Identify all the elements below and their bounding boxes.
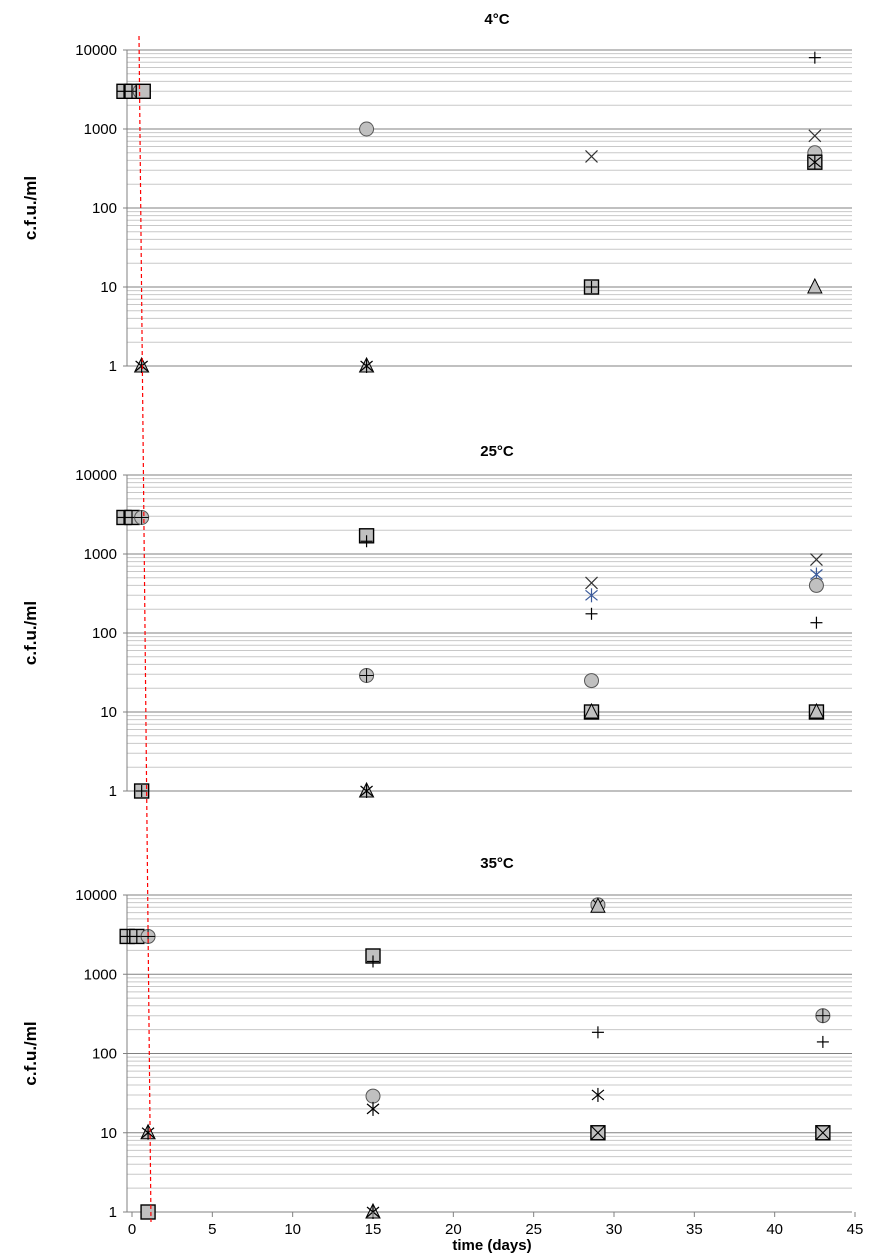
x-axis: 0 5 10 15 20 25 30 35 40 45 xyxy=(128,1212,864,1238)
marker-circle xyxy=(584,673,600,689)
y-tick-label: 1000 xyxy=(84,966,117,983)
panel-title: 4°C xyxy=(484,11,509,28)
marker-triangle xyxy=(808,702,825,719)
marker-plus xyxy=(816,1035,829,1048)
panel-title: 35°C xyxy=(480,855,514,872)
marker-square xyxy=(135,83,151,100)
x-tick-label: 10 xyxy=(284,1221,301,1238)
x-b xyxy=(808,129,822,143)
panel-title: 25°C xyxy=(480,443,514,460)
x-tick-label: 40 xyxy=(766,1221,783,1238)
marker-star xyxy=(360,784,373,798)
x-tick-label: 0 xyxy=(128,1221,136,1238)
marker-plus xyxy=(367,955,379,968)
panel-2: 1 10 100 1000 10000 25°C c.f.u./ml xyxy=(21,443,852,800)
marker-star xyxy=(360,359,373,373)
marker-star xyxy=(591,1087,605,1102)
triangle-shape xyxy=(807,277,823,294)
minor-gridlines xyxy=(127,898,852,1189)
marker-x xyxy=(808,129,822,143)
marker-star xyxy=(366,1101,380,1116)
marker-plus xyxy=(808,51,821,64)
marker-plus xyxy=(591,1026,604,1039)
marker-square xyxy=(140,1204,156,1220)
y-axis-label: c.f.u./ml xyxy=(21,1021,40,1085)
y-tick-label: 1 xyxy=(109,783,117,800)
y-tick-label: 1000 xyxy=(84,546,117,563)
marker-circle xyxy=(359,121,375,137)
y-tick-label: 100 xyxy=(92,200,117,217)
y-tick-label: 100 xyxy=(92,1046,117,1063)
marker-square-x xyxy=(590,1125,606,1141)
x-b xyxy=(810,553,823,567)
marker-x xyxy=(585,576,598,590)
marker-plus xyxy=(810,616,823,629)
x-tick-label: 5 xyxy=(208,1221,216,1238)
y-tick-label: 10 xyxy=(100,279,117,296)
minor-gridlines xyxy=(127,53,852,343)
x-tick-label: 35 xyxy=(686,1221,703,1238)
marker-square-x xyxy=(815,1125,831,1141)
y-tick-label: 10000 xyxy=(75,467,117,484)
marker-plus xyxy=(585,281,598,293)
circle-shape xyxy=(808,577,824,593)
marker-x xyxy=(810,553,823,567)
y-tick-label: 10 xyxy=(100,1125,117,1142)
data-points xyxy=(119,897,831,1220)
marker-star xyxy=(808,155,822,170)
marker-circle xyxy=(808,577,824,593)
marker-circle xyxy=(365,1088,381,1104)
x-tick-label: 15 xyxy=(365,1221,382,1238)
marker-circle-plus xyxy=(815,1008,831,1024)
y-tick-label: 10000 xyxy=(75,887,117,904)
triangle-shape xyxy=(590,897,606,913)
y-tick-label: 100 xyxy=(92,625,117,642)
square-shape xyxy=(135,83,151,100)
marker-circle-plus xyxy=(140,928,156,944)
x-tick-label: 20 xyxy=(445,1221,462,1238)
marker-x xyxy=(585,149,598,163)
x-b xyxy=(815,1125,831,1141)
triangle-shape xyxy=(583,702,600,719)
x-tick-label: 30 xyxy=(606,1221,623,1238)
marker-star xyxy=(141,1125,155,1140)
marker-star xyxy=(135,359,149,373)
circle-shape xyxy=(584,673,600,689)
marker-circle-plus xyxy=(359,667,375,683)
y-axis-label: c.f.u./ml xyxy=(21,601,40,665)
x-tick-label: 45 xyxy=(847,1221,864,1238)
x-tick-label: 25 xyxy=(525,1221,542,1238)
y-tick-label: 1000 xyxy=(84,121,117,138)
square-shape xyxy=(140,1204,156,1220)
panel-1: 1 10 100 1000 10000 4°C c.f.u./ml xyxy=(21,11,852,375)
y-axis-label: c.f.u./ml xyxy=(21,176,40,240)
panel-3: 1 10 100 1000 10000 35°C c.f.u./ml xyxy=(21,855,852,1221)
marker-triangle xyxy=(583,702,600,719)
marker-triangle xyxy=(807,277,823,294)
marker-circle-plus xyxy=(134,509,150,525)
data-points xyxy=(116,509,825,799)
y-tick-label: 10000 xyxy=(75,42,117,59)
circle-shape xyxy=(359,121,375,137)
marker-triangle xyxy=(590,897,606,913)
marker-plus xyxy=(585,607,598,620)
data-points xyxy=(116,51,823,373)
triangle-shape xyxy=(808,702,825,719)
marker-plus xyxy=(135,785,148,797)
minor-gridlines xyxy=(127,478,852,768)
marker-plus xyxy=(360,535,373,548)
y-tick-label: 1 xyxy=(109,358,117,375)
x-b xyxy=(585,576,598,590)
x-b xyxy=(585,149,598,163)
marker-star-blue xyxy=(585,588,598,603)
reference-line xyxy=(138,35,152,1223)
y-tick-label: 1 xyxy=(109,1204,117,1221)
x-b xyxy=(590,1125,606,1141)
y-tick-label: 10 xyxy=(100,704,117,721)
circle-shape xyxy=(365,1088,381,1104)
x-axis-label: time (days) xyxy=(452,1237,531,1254)
